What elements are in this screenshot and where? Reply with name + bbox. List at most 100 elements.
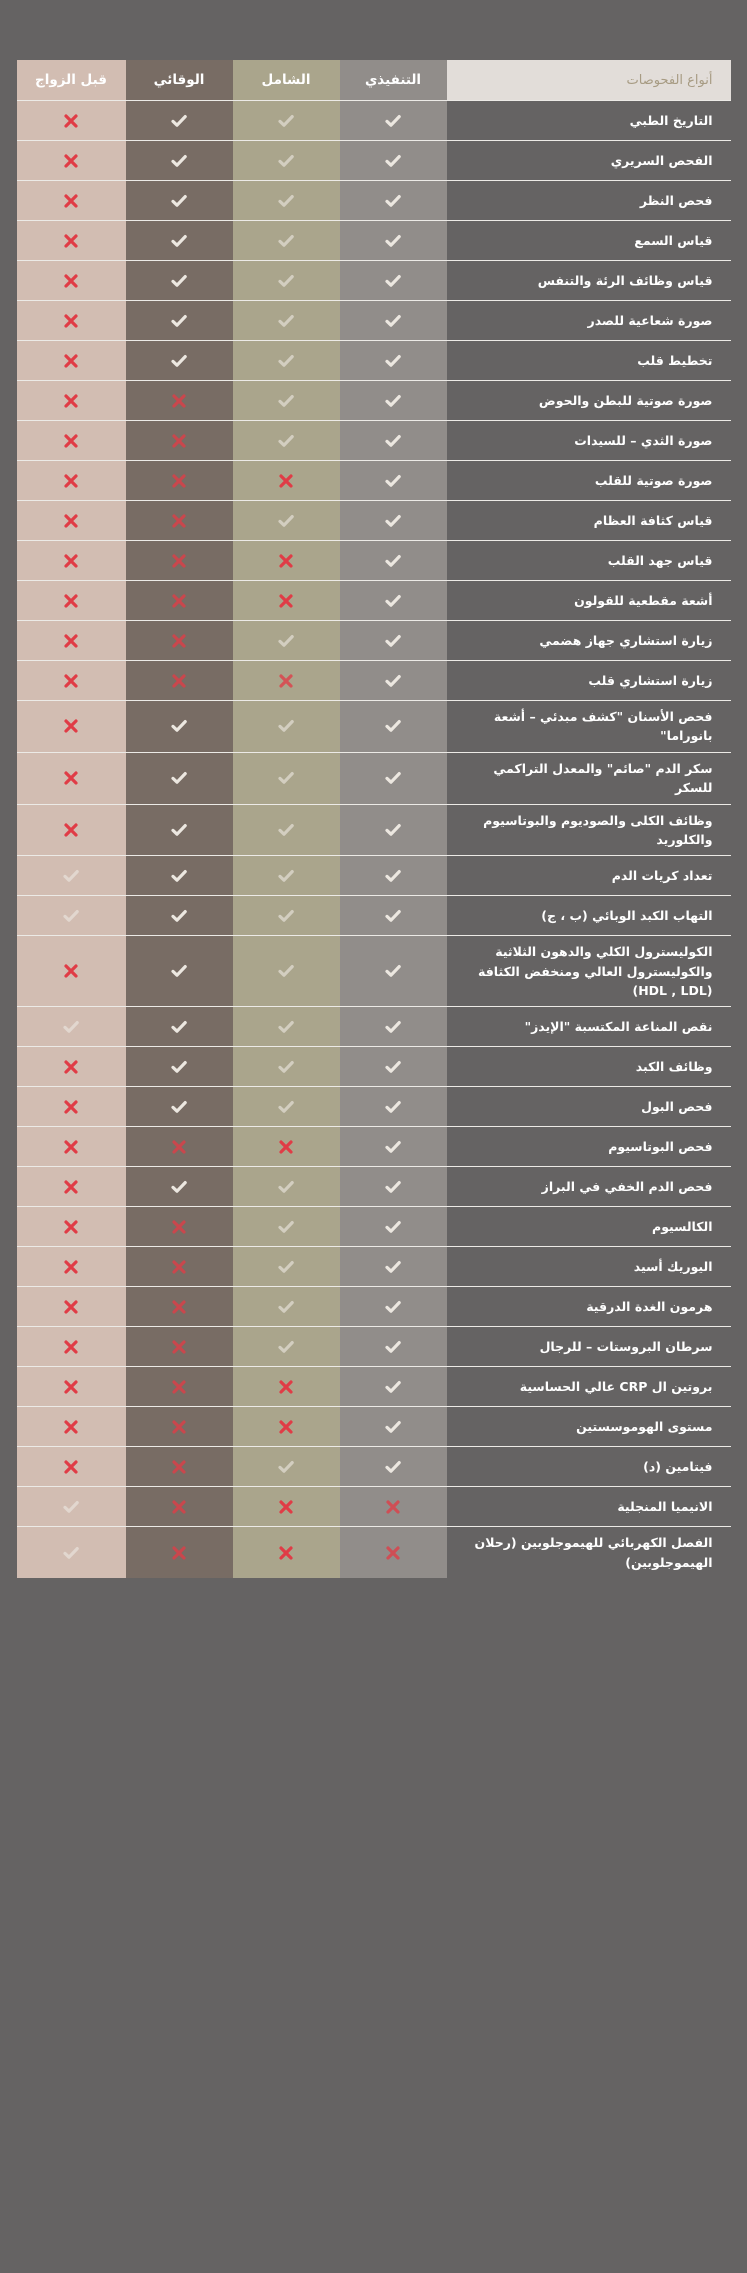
cell-premarital [16,1246,126,1287]
check-icon [340,1017,447,1037]
cell-premarital [16,1206,126,1247]
table-row: التهاب الكبد الوبائي (ب ، ج) [16,895,731,936]
cell-premarital [16,1406,126,1447]
exam-name-cell: فحص البول [446,1086,731,1127]
check-icon [126,1057,233,1077]
cell-comprehensive [232,895,340,936]
cell-premarital [16,220,126,261]
check-dim-icon [233,820,340,840]
check-icon [340,1337,447,1357]
cross-icon [17,1058,126,1076]
cross-icon [17,352,126,370]
column-header-exam-types: أنواع الفحوصات [446,60,731,101]
cross-icon [17,1298,126,1316]
exam-name-cell: تعداد كريات الدم [446,855,731,896]
cell-premarital [16,895,126,936]
table-row: صورة الثدي – للسيدات [16,420,731,461]
cell-executive [339,1286,447,1327]
cell-premarital [16,1526,126,1579]
cell-preventive [125,140,233,181]
exam-name-cell: هرمون الغدة الدرقية [446,1286,731,1327]
cell-executive [339,580,447,621]
table-row: زيارة استشاري جهاز هضمي [16,620,731,661]
cell-preventive [125,1526,233,1579]
cell-premarital [16,660,126,701]
cell-comprehensive [232,751,340,804]
check-icon [126,1097,233,1117]
table-row: الفصل الكهربائي للهيموجلوبين (رحلان الهي… [16,1526,731,1579]
check-icon [340,1097,447,1117]
cell-preventive [125,420,233,461]
exam-name-cell: الفصل الكهربائي للهيموجلوبين (رحلان الهي… [446,1526,731,1579]
column-header-preventive[interactable]: الوقائي [125,60,233,101]
cell-comprehensive [232,1246,340,1287]
column-header-comprehensive[interactable]: الشامل [232,60,340,101]
exam-name-cell: صورة شعاعية للصدر [446,300,731,341]
check-dim-icon [233,1337,340,1357]
table-row: سرطان البروستات – للرجال [16,1326,731,1367]
cell-premarital [16,1366,126,1407]
cell-premarital [16,1166,126,1207]
check-icon [340,671,447,691]
check-icon [340,1297,447,1317]
cell-premarital [16,1486,126,1527]
table-row: فحص البوتاسيوم [16,1126,731,1167]
check-dim-icon [233,1177,340,1197]
table-row: نقص المناعة المكتسبة "الإيدز" [16,1006,731,1047]
check-dim-icon [233,631,340,651]
cross-icon [17,1098,126,1116]
cell-comprehensive [232,1086,340,1127]
cross-dim-icon [233,672,340,690]
check-dim-icon [17,866,126,886]
cell-premarital [16,580,126,621]
exam-name-cell: سرطان البروستات – للرجال [446,1326,731,1367]
check-icon [340,111,447,131]
exam-name-cell: قياس جهد القلب [446,540,731,581]
table-row: تخطيط قلب [16,340,731,381]
cell-premarital [16,420,126,461]
cell-comprehensive [232,660,340,701]
cross-dim-icon [126,1258,233,1276]
check-dim-icon [17,1017,126,1037]
check-dim-icon [17,1543,126,1563]
cell-executive [339,300,447,341]
cell-comprehensive [232,180,340,221]
check-icon [340,866,447,886]
check-icon [340,151,447,171]
exam-name-cell: زيارة استشاري جهاز هضمي [446,620,731,661]
cell-executive [339,751,447,804]
exam-name-cell: اليوريك أسيد [446,1246,731,1287]
cross-icon [17,1458,126,1476]
cell-executive [339,1526,447,1579]
cell-executive [339,260,447,301]
cell-executive [339,1086,447,1127]
cell-preventive [125,803,233,856]
check-dim-icon [233,1097,340,1117]
table-row: قياس وظائف الرئة والتنفس [16,260,731,301]
table-row: قياس السمع [16,220,731,261]
check-dim-icon [233,151,340,171]
table-row: وظائف الكلى والصوديوم والبوتاسيوم والكلو… [16,803,731,856]
exam-name-cell: تخطيط قلب [446,340,731,381]
cell-comprehensive [232,620,340,661]
cell-preventive [125,700,233,753]
cell-comprehensive [232,540,340,581]
cross-dim-icon [126,592,233,610]
cross-icon [233,592,340,610]
cross-icon [233,472,340,490]
cross-icon [17,672,126,690]
cell-preventive [125,300,233,341]
cell-executive [339,700,447,753]
check-icon [340,591,447,611]
column-header-premarital[interactable]: قبل الزواج [16,60,126,101]
cell-comprehensive [232,460,340,501]
check-dim-icon [233,716,340,736]
cross-icon [17,1378,126,1396]
cell-preventive [125,220,233,261]
check-icon [126,1017,233,1037]
check-icon [126,716,233,736]
column-header-executive[interactable]: التنفيذي [339,60,447,101]
cross-icon [17,1338,126,1356]
cell-preventive [125,580,233,621]
cross-dim-icon [126,1418,233,1436]
